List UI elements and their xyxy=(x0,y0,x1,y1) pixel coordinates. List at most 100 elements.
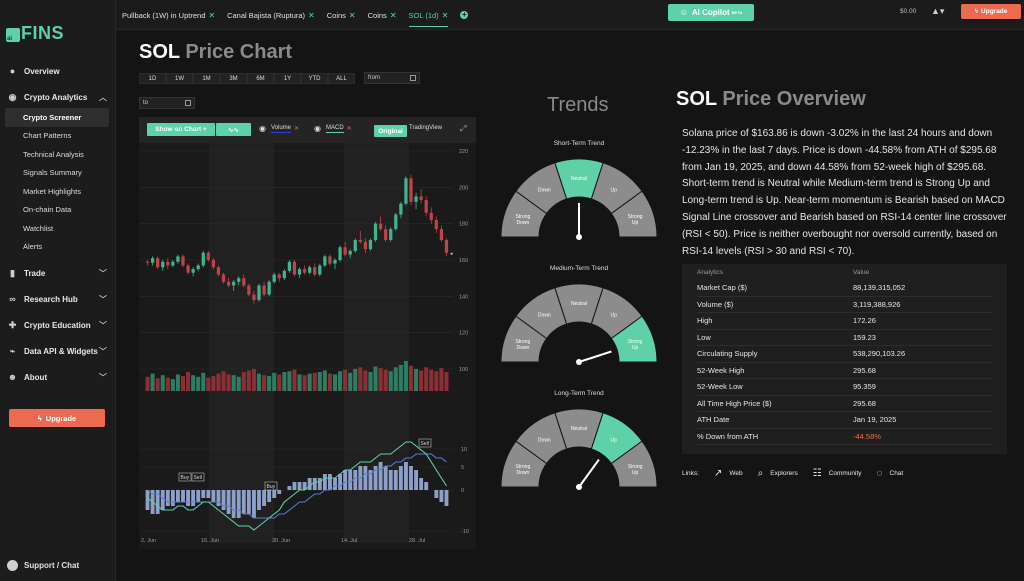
eye-icon[interactable]: ◉ xyxy=(314,124,321,133)
to-date-input[interactable]: to xyxy=(139,97,195,109)
close-icon[interactable]: ✕ xyxy=(346,126,352,132)
sidebar-item-overview[interactable]: ● Overview xyxy=(0,60,116,82)
candle-body xyxy=(211,260,216,268)
tab-canal-bajista[interactable]: Canal Bajista (Ruptura) ✕ xyxy=(227,10,315,20)
sidebar-sub-chart-patterns[interactable]: Chart Patterns xyxy=(23,131,72,141)
from-date-input[interactable]: from xyxy=(364,72,420,84)
chart-toolbar: Show on Chart + ∿∿ ◉ Volume ✕ ◉ MACD ✕ O… xyxy=(139,117,476,143)
volume-bar xyxy=(216,373,221,391)
macd-histogram-bar xyxy=(155,490,160,514)
close-icon[interactable]: ✕ xyxy=(208,10,216,20)
volume-bar xyxy=(363,370,368,391)
candle-body xyxy=(419,196,423,201)
close-icon[interactable]: ✕ xyxy=(308,10,315,20)
chevron-down-icon: ﹀ xyxy=(99,373,107,382)
sidebar-item-crypto-analytics[interactable]: ◉ Crypto Analytics ︿ xyxy=(8,91,107,103)
volume-bar xyxy=(439,368,444,391)
range-6m[interactable]: 6M xyxy=(247,73,274,84)
volume-bar xyxy=(282,372,287,391)
close-icon[interactable]: ✕ xyxy=(348,10,356,20)
sidebar-item-crypto-education[interactable]: ✚ Crypto Education ﹀ xyxy=(8,319,107,331)
link-web[interactable]: ↗ Web xyxy=(713,468,743,479)
range-1m[interactable]: 1M xyxy=(193,73,220,84)
sidebar-sub-crypto-screener[interactable]: Crypto Screener xyxy=(5,108,109,127)
x-tick-label: 30. Jun xyxy=(272,538,290,544)
macd-histogram-bar xyxy=(170,490,175,506)
sidebar-item-research-hub[interactable]: ∞ Research Hub ﹀ xyxy=(0,288,116,310)
candle-body xyxy=(181,256,185,266)
top-upgrade-button[interactable]: ϟ Upgrade xyxy=(961,4,1021,19)
close-icon[interactable]: ✕ xyxy=(389,10,397,20)
range-all[interactable]: ALL xyxy=(328,73,355,84)
price-chart-title: SOL Price Chart xyxy=(139,41,293,63)
expand-icon[interactable]: ⤢ xyxy=(460,124,467,133)
range-ytd[interactable]: YTD xyxy=(301,73,328,84)
tab-sol-1d[interactable]: SOL (1d) ✕ xyxy=(408,0,449,30)
tab-coins-1[interactable]: Coins ✕ xyxy=(326,10,356,20)
macd-histogram-bar xyxy=(287,486,292,490)
range-selector: 1D 1W 1M 3M 6M 1Y YTD ALL xyxy=(139,73,355,84)
volume-bar xyxy=(267,376,272,391)
candle-body xyxy=(358,240,362,242)
sidebar-sub-technical-analysis[interactable]: Technical Analysis xyxy=(23,149,84,159)
sidebar-sub-on-chain-data[interactable]: On-chain Data xyxy=(23,205,72,215)
price-tick-label: 100 xyxy=(459,367,468,373)
support-chat-link[interactable]: Support / Chat xyxy=(7,560,79,571)
macd-histogram-bar xyxy=(277,490,282,494)
sidebar-sub-market-highlights[interactable]: Market Highlights xyxy=(23,186,81,196)
link-chat[interactable]: ◌ Chat xyxy=(876,468,904,479)
candle-body xyxy=(257,285,261,300)
sidebar-sub-alerts[interactable]: Alerts xyxy=(23,242,43,252)
analytics-value: 159.23 xyxy=(853,332,876,342)
sidebar-upgrade-button[interactable]: ϟ Upgrade xyxy=(9,409,105,427)
gauge-segment-label: Strong xyxy=(516,214,531,220)
candlestick-chart[interactable]: 220 200 180 160 140 120 100 ◂ 10 5 0 -10 Buy Sell Buy S… xyxy=(139,143,476,549)
analytics-row: Low 159.23 xyxy=(697,330,992,346)
range-1w[interactable]: 1W xyxy=(166,73,193,84)
volume-indicator[interactable]: ◉ Volume ✕ xyxy=(259,124,300,133)
chevron-down-icon: ﹀ xyxy=(99,295,107,304)
indicator-wave-button[interactable]: ∿∿ xyxy=(216,123,251,136)
signal-marker-box xyxy=(418,438,432,448)
trends-title: Trends xyxy=(547,94,609,116)
logo[interactable]: ai FINS xyxy=(6,24,64,42)
tab-coins-2[interactable]: Coins ✕ xyxy=(367,10,397,20)
macd-histogram-bar xyxy=(292,482,297,490)
volume-bar xyxy=(327,373,332,391)
range-1d[interactable]: 1D xyxy=(139,73,166,84)
eye-icon[interactable]: ◉ xyxy=(259,124,266,133)
sidebar-item-data-api[interactable]: ⌁ Data API & Widgets ﹀ xyxy=(0,340,116,362)
macd-histogram-bar xyxy=(383,466,388,490)
user-icon[interactable]: ▲▾ xyxy=(931,6,945,16)
range-1y[interactable]: 1Y xyxy=(274,73,301,84)
last-price-marker: ◂ xyxy=(450,251,453,257)
ai-copilot-button[interactable]: ☺ AI Copilot BETA xyxy=(668,4,754,21)
candle-body xyxy=(409,178,413,202)
volume-bar xyxy=(393,367,398,391)
macd-histogram-bar xyxy=(231,490,236,518)
sidebar-item-trade[interactable]: ▮ Trade ﹀ xyxy=(0,262,116,284)
close-icon[interactable]: ✕ xyxy=(294,126,300,132)
gauge-segment xyxy=(610,190,658,238)
tab-pullback[interactable]: Pullback (1W) in Uptrend ✕ xyxy=(122,10,216,20)
original-view-button[interactable]: Original xyxy=(374,125,407,137)
sidebar-sub-watchlist[interactable]: Watchlist xyxy=(23,223,54,233)
macd-indicator[interactable]: ◉ MACD ✕ xyxy=(314,124,352,133)
macd-histogram-bar xyxy=(196,490,201,502)
candle-body xyxy=(378,223,383,230)
sidebar-sub-signals-summary[interactable]: Signals Summary xyxy=(23,168,82,178)
link-explorers[interactable]: ⌕ Explorers xyxy=(757,468,798,479)
close-icon[interactable]: ✕ xyxy=(441,10,449,20)
candle-body xyxy=(226,281,231,286)
show-on-chart-button[interactable]: Show on Chart + xyxy=(147,123,215,136)
add-tab-icon[interactable]: + xyxy=(460,10,469,19)
search-icon: ⌕ xyxy=(757,468,764,479)
gauge-segment-label: Up xyxy=(632,470,639,476)
volume-bar xyxy=(196,376,201,391)
sidebar-item-about[interactable]: ☻ About ﹀ xyxy=(7,372,107,382)
macd-histogram-bar xyxy=(439,490,444,502)
tradingview-button[interactable]: TradingView xyxy=(409,125,443,131)
range-3m[interactable]: 3M xyxy=(220,73,247,84)
link-community[interactable]: ☷ Community xyxy=(812,468,862,479)
volume-bar xyxy=(175,374,180,391)
